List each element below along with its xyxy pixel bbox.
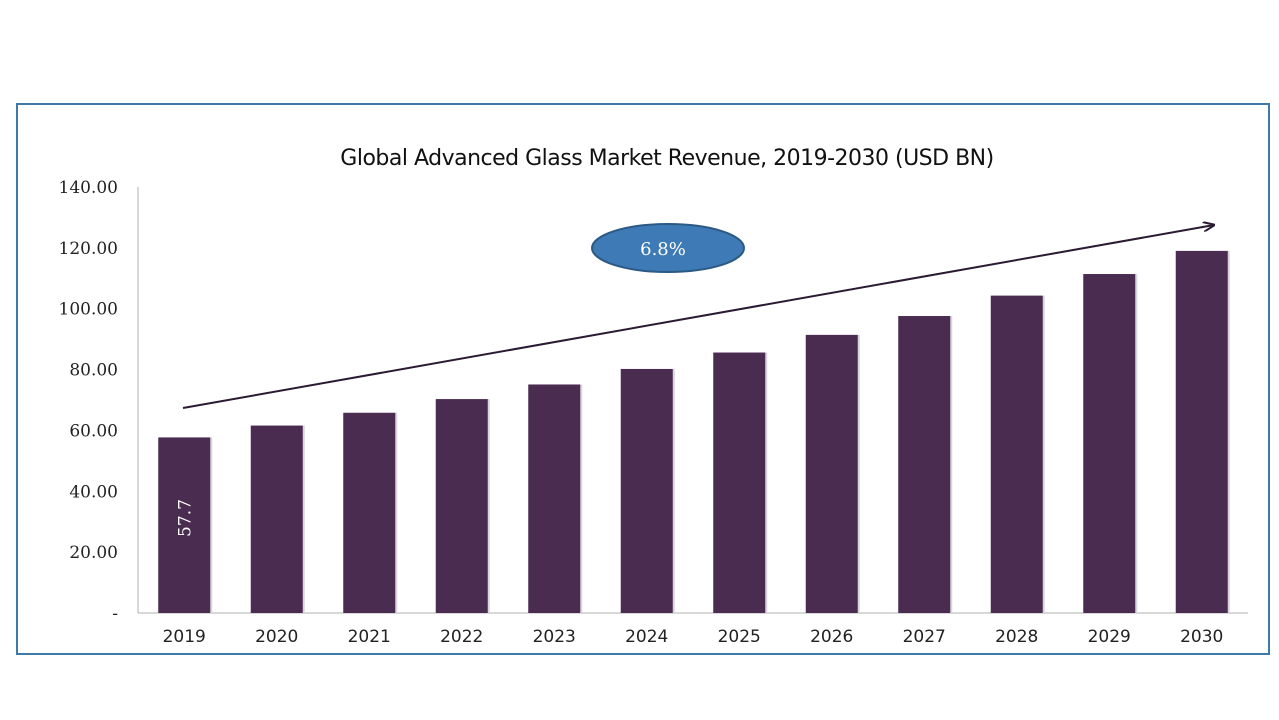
x-tick-label: 2027 [903, 627, 946, 647]
bar [1083, 274, 1136, 613]
axes [137, 187, 1248, 614]
cagr-badge [591, 223, 745, 273]
trend-arrow [182, 225, 1214, 409]
bar [713, 352, 766, 613]
cagr-label: 6.8% [640, 239, 686, 260]
y-tick-label: 40.00 [69, 482, 118, 502]
y-tick-label: 60.00 [69, 421, 118, 441]
tick-labels: - 20.00 40.00 60.00 80.00 100.00 120.00 140.00 2… [59, 178, 1224, 647]
annotations: 6.8% [182, 223, 1214, 409]
x-tick-label: 2025 [718, 627, 761, 647]
y-tick-label: - [112, 604, 118, 624]
x-tick-label: 2024 [625, 627, 668, 647]
y-tick-label: 100.00 [59, 300, 118, 320]
bar [1175, 250, 1228, 613]
y-tick-label: 120.00 [59, 239, 118, 259]
x-tick-label: 2029 [1088, 627, 1131, 647]
x-tick-label: 2028 [995, 627, 1038, 647]
bar [435, 399, 488, 613]
x-tick-label: 2020 [255, 627, 298, 647]
x-tick-label: 2021 [348, 627, 391, 647]
x-tick-label: 2030 [1180, 627, 1223, 647]
bar [805, 334, 858, 613]
y-tick-label: 140.00 [59, 178, 118, 198]
bar [898, 316, 951, 613]
bar [158, 437, 211, 613]
bar-data-label: 57.7 [175, 499, 195, 537]
y-tick-label: 20.00 [69, 543, 118, 563]
chart-title: Global Advanced Glass Market Revenue, 20… [340, 146, 994, 171]
x-tick-label: 2019 [163, 627, 206, 647]
x-tick-label: 2026 [810, 627, 853, 647]
x-tick-label: 2022 [440, 627, 483, 647]
bar [528, 384, 581, 613]
bar [250, 425, 303, 613]
x-tick-label: 2023 [533, 627, 576, 647]
bar [990, 295, 1043, 613]
bar [343, 412, 396, 613]
bar [620, 368, 673, 613]
bars: 57.7 [158, 250, 1230, 613]
y-tick-label: 80.00 [69, 361, 118, 381]
